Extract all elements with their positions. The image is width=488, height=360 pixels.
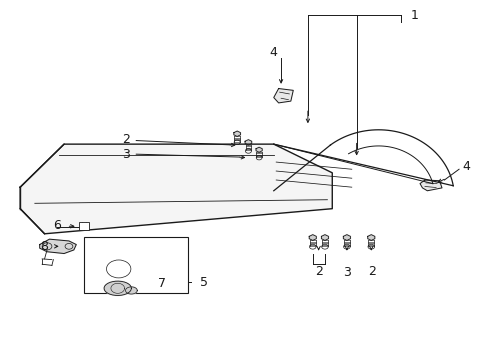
Text: 2: 2 <box>122 133 130 146</box>
Text: 4: 4 <box>269 46 277 59</box>
Polygon shape <box>233 131 240 136</box>
Polygon shape <box>308 235 316 240</box>
Polygon shape <box>343 235 350 240</box>
Text: 6: 6 <box>53 219 61 232</box>
Text: 4: 4 <box>462 160 469 173</box>
Polygon shape <box>367 235 374 240</box>
Text: 3: 3 <box>342 266 350 279</box>
Polygon shape <box>321 235 328 240</box>
Polygon shape <box>103 241 140 255</box>
Text: 7: 7 <box>158 278 165 291</box>
Polygon shape <box>273 89 293 103</box>
Polygon shape <box>419 180 441 191</box>
Bar <box>79 222 89 230</box>
Text: 2: 2 <box>367 265 375 278</box>
Text: 2: 2 <box>314 265 322 278</box>
Text: 8: 8 <box>41 240 48 253</box>
Polygon shape <box>256 147 262 152</box>
Polygon shape <box>96 253 142 286</box>
Polygon shape <box>125 287 137 294</box>
Text: 1: 1 <box>409 9 417 22</box>
Bar <box>83 237 188 293</box>
Polygon shape <box>104 281 131 296</box>
Polygon shape <box>244 140 251 145</box>
Text: 3: 3 <box>122 148 130 161</box>
Text: 5: 5 <box>199 276 207 289</box>
Polygon shape <box>20 144 331 234</box>
Polygon shape <box>40 239 76 253</box>
